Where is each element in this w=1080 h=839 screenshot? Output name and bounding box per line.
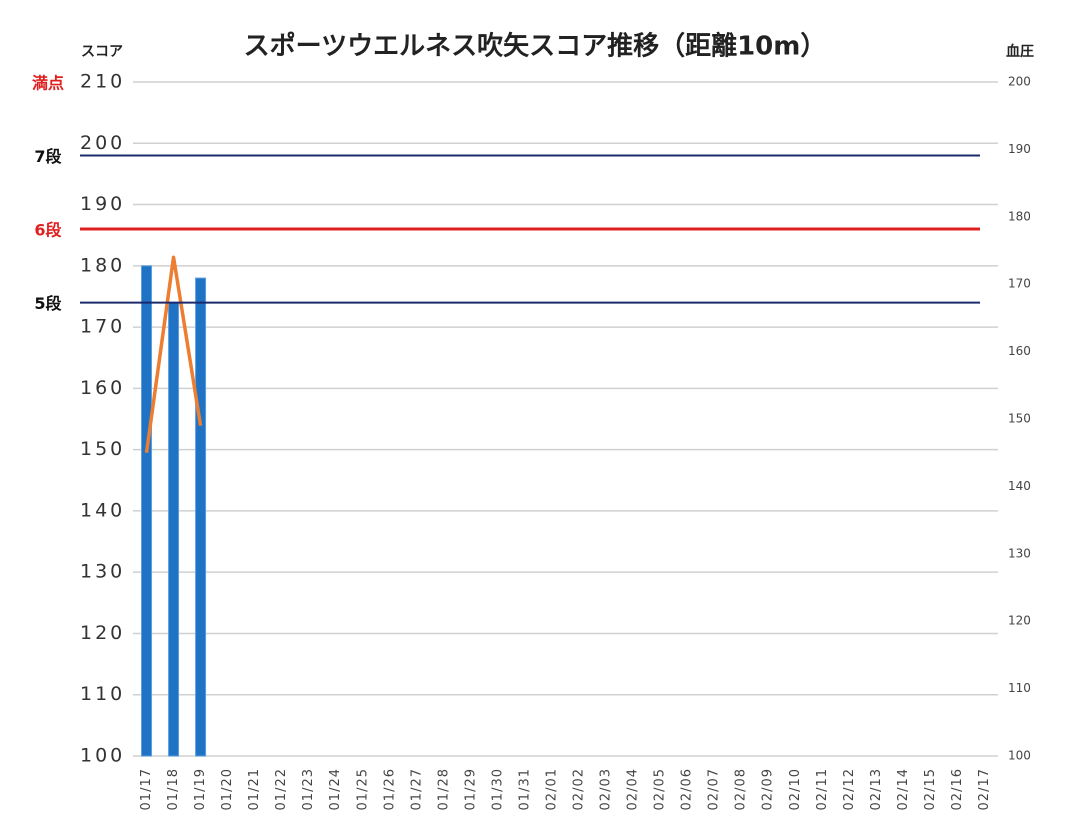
- y-tick-label: 180: [80, 254, 125, 276]
- x-tick-label: 02/13: [869, 768, 884, 810]
- y-tick-label: 170: [80, 316, 125, 338]
- x-tick-label: 01/26: [382, 768, 397, 810]
- x-tick-label: 01/21: [247, 768, 262, 810]
- y2-tick-label: 120: [1008, 614, 1031, 628]
- y2-tick-label: 130: [1008, 546, 1031, 560]
- y-tick-label: 200: [80, 132, 125, 154]
- x-tick-label: 02/06: [680, 768, 695, 810]
- x-tick-label: 02/07: [707, 768, 722, 810]
- y-tick-label: 210: [80, 71, 125, 93]
- y2-tick-label: 160: [1008, 344, 1031, 358]
- x-tick-label: 02/09: [761, 768, 776, 810]
- y2-tick-label: 100: [1008, 749, 1031, 763]
- reference-label: 6段: [34, 221, 62, 240]
- reference-label: 5段: [34, 294, 62, 313]
- y2-tick-label: 200: [1008, 75, 1031, 89]
- chart-title: スポーツウエルネス吹矢スコア推移（距離10m）: [244, 31, 827, 62]
- x-tick-label: 01/18: [166, 768, 181, 810]
- x-tick-label: 01/28: [436, 768, 451, 810]
- x-tick-label: 01/24: [328, 768, 343, 810]
- x-tick-label: 02/16: [950, 768, 965, 810]
- x-tick-label: 01/27: [409, 768, 424, 810]
- x-tick-label: 01/25: [355, 768, 370, 810]
- reference-label: 満点: [32, 74, 64, 93]
- x-tick-label: 02/10: [788, 768, 803, 810]
- y2-tick-label: 150: [1008, 412, 1031, 426]
- y-tick-label: 150: [80, 438, 125, 460]
- line: [144, 255, 203, 453]
- x-tick-label: 02/17: [977, 768, 992, 810]
- bar: [141, 265, 153, 757]
- reference-label: 7段: [34, 147, 62, 166]
- x-tick-label: 02/14: [896, 768, 911, 810]
- y2-tick-label: 110: [1008, 681, 1031, 695]
- y2-tick-label: 180: [1008, 209, 1031, 223]
- y-tick-label: 160: [80, 377, 125, 399]
- x-tick-label: 02/05: [653, 768, 668, 810]
- bar: [195, 277, 207, 757]
- x-tick-label: 02/03: [599, 768, 614, 810]
- x-tick-label: 01/22: [274, 768, 289, 810]
- x-tick-label: 01/29: [463, 768, 478, 810]
- x-tick-label: 02/12: [842, 768, 857, 810]
- x-tick-label: 02/04: [626, 768, 641, 810]
- bar: [168, 302, 180, 757]
- x-tick-label: 01/17: [139, 768, 154, 810]
- x-tick-label: 02/08: [734, 768, 749, 810]
- y-axis-label: スコア: [81, 44, 123, 60]
- y2-tick-label: 170: [1008, 277, 1031, 291]
- x-tick-label: 01/20: [220, 768, 235, 810]
- x-tick-label: 01/31: [517, 768, 532, 810]
- x-tick-label: 02/01: [544, 768, 559, 810]
- x-tick-label: 02/15: [923, 768, 938, 810]
- y-tick-label: 110: [80, 683, 125, 705]
- y2-axis-label: 血圧: [1006, 43, 1034, 60]
- y-tick-label: 100: [80, 745, 125, 767]
- y2-tick-label: 140: [1008, 479, 1031, 493]
- x-tick-label: 02/11: [815, 768, 830, 810]
- x-tick-label: 01/23: [301, 768, 316, 810]
- y2-tick-label: 190: [1008, 142, 1031, 156]
- y-tick-label: 120: [80, 622, 125, 644]
- y-tick-label: 190: [80, 193, 125, 215]
- x-tick-label: 01/30: [490, 768, 505, 810]
- x-tick-label: 02/02: [572, 768, 587, 810]
- x-tick-label: 01/19: [193, 768, 208, 810]
- y-tick-label: 130: [80, 561, 125, 583]
- y-tick-label: 140: [80, 499, 125, 521]
